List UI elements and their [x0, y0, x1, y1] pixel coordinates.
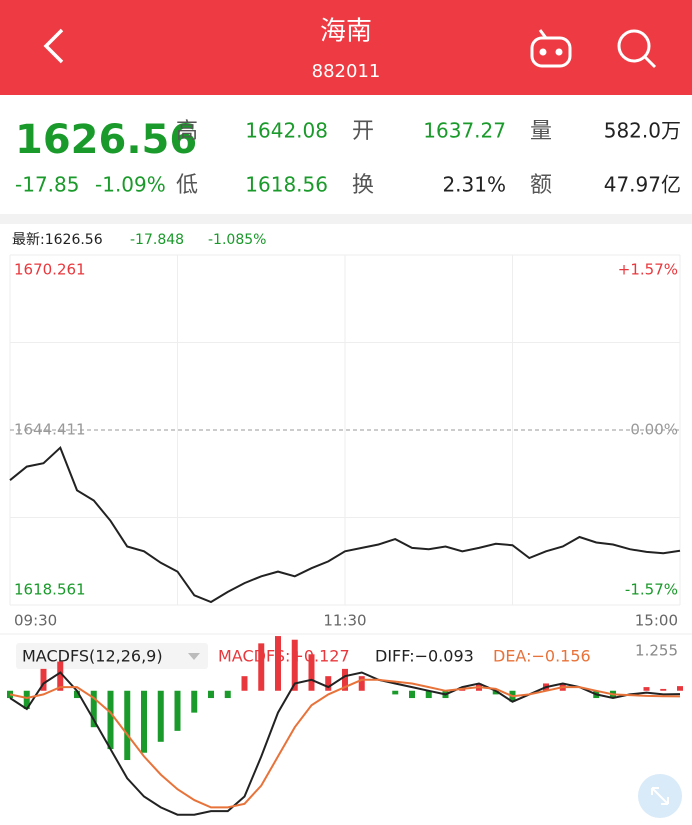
- stat-label: 额: [530, 173, 552, 198]
- latest-pct: -1.085%: [208, 232, 266, 248]
- legend-entry: DEA:−0.156: [493, 647, 591, 666]
- robot-icon[interactable]: [530, 29, 572, 68]
- title: 海南: [320, 17, 372, 47]
- macd-bar: [241, 676, 248, 691]
- macd-bar: [40, 668, 47, 691]
- macd-bar: [392, 690, 399, 695]
- macd-bar: [358, 676, 365, 691]
- back-button[interactable]: [43, 28, 64, 64]
- macd-bar: [425, 690, 432, 699]
- stat-value: 1618.56: [245, 173, 328, 197]
- latest: 最新:1626.56: [12, 232, 103, 248]
- change: -17.85: [15, 173, 79, 197]
- search-icon[interactable]: [617, 29, 657, 69]
- stat-label: 高: [176, 119, 198, 144]
- macd-bar: [191, 690, 198, 713]
- latest-change: -17.848: [130, 232, 184, 248]
- y2-tick-label: -1.57%: [625, 581, 678, 599]
- change-pct: -1.09%: [95, 173, 166, 197]
- dropdown-arrow: [188, 653, 200, 660]
- x-tick-label: 15:00: [635, 612, 678, 630]
- macd-bar: [107, 690, 114, 750]
- legend-entry: DIFF:−0.093: [375, 647, 474, 666]
- expand-icon: [651, 787, 669, 805]
- macd-bar: [90, 690, 97, 728]
- macd-bar: [677, 686, 683, 691]
- x-tick-label: 11:30: [323, 612, 366, 630]
- macd-bar: [23, 690, 30, 709]
- stat-label: 开: [352, 119, 374, 144]
- plot: 1618.561 1644.411 1670.261 -1.57% 0.00% +1.57…: [0, 254, 692, 816]
- stat-value: 1642.08: [245, 119, 328, 143]
- macd-bar: [342, 668, 348, 691]
- macd-bar: [124, 690, 131, 761]
- y2-tick-label: 0.00%: [630, 421, 678, 439]
- price-line: [9, 445, 681, 604]
- stat-value: 47.97亿: [604, 173, 681, 197]
- macd-bar: [492, 690, 499, 695]
- macd-bar: [643, 687, 650, 691]
- divider: [0, 214, 692, 224]
- macd-bar: [174, 690, 181, 731]
- macd-bar: [141, 690, 147, 753]
- macd-bar: [291, 639, 298, 691]
- y-tick-label: 1.255: [635, 642, 678, 660]
- x-tick-label: 09:30: [14, 612, 57, 630]
- macd-bar: [258, 643, 265, 691]
- legend-entry: MACDFS:+0.127: [218, 647, 350, 666]
- indicator-line: [9, 678, 681, 809]
- price: 1626.56: [15, 117, 197, 163]
- code: 882011: [312, 61, 381, 82]
- stat-label: 量: [530, 119, 552, 144]
- macd-bar: [325, 676, 332, 691]
- macd-bar: [308, 654, 315, 691]
- y-tick-label: 1618.561: [14, 581, 86, 599]
- stat-label: 换: [352, 173, 374, 198]
- macd-bar: [57, 661, 64, 691]
- header-bar: [0, 0, 692, 95]
- indicator-selector[interactable]: [16, 643, 208, 669]
- macd-bar: [224, 690, 231, 699]
- stat-value: 582.0万: [604, 119, 681, 143]
- indicator-title: MACDFS(12,26,9): [22, 647, 163, 666]
- macd-bar: [208, 690, 214, 699]
- macd-bar: [74, 690, 80, 699]
- y2-tick-label: +1.57%: [618, 261, 678, 279]
- macd-bar: [409, 690, 415, 699]
- macd-bar: [275, 636, 281, 691]
- stat-value: 2.31%: [442, 173, 506, 197]
- indicator-line: [9, 671, 681, 816]
- stat-value: 1637.27: [423, 119, 506, 143]
- y-tick-label: 1670.261: [14, 261, 86, 279]
- macd-bar: [157, 690, 164, 742]
- y-tick-label: 1644.411: [14, 421, 86, 439]
- stat-label: 低: [176, 173, 198, 198]
- macd-bar: [7, 690, 13, 699]
- macd-bar: [660, 688, 667, 691]
